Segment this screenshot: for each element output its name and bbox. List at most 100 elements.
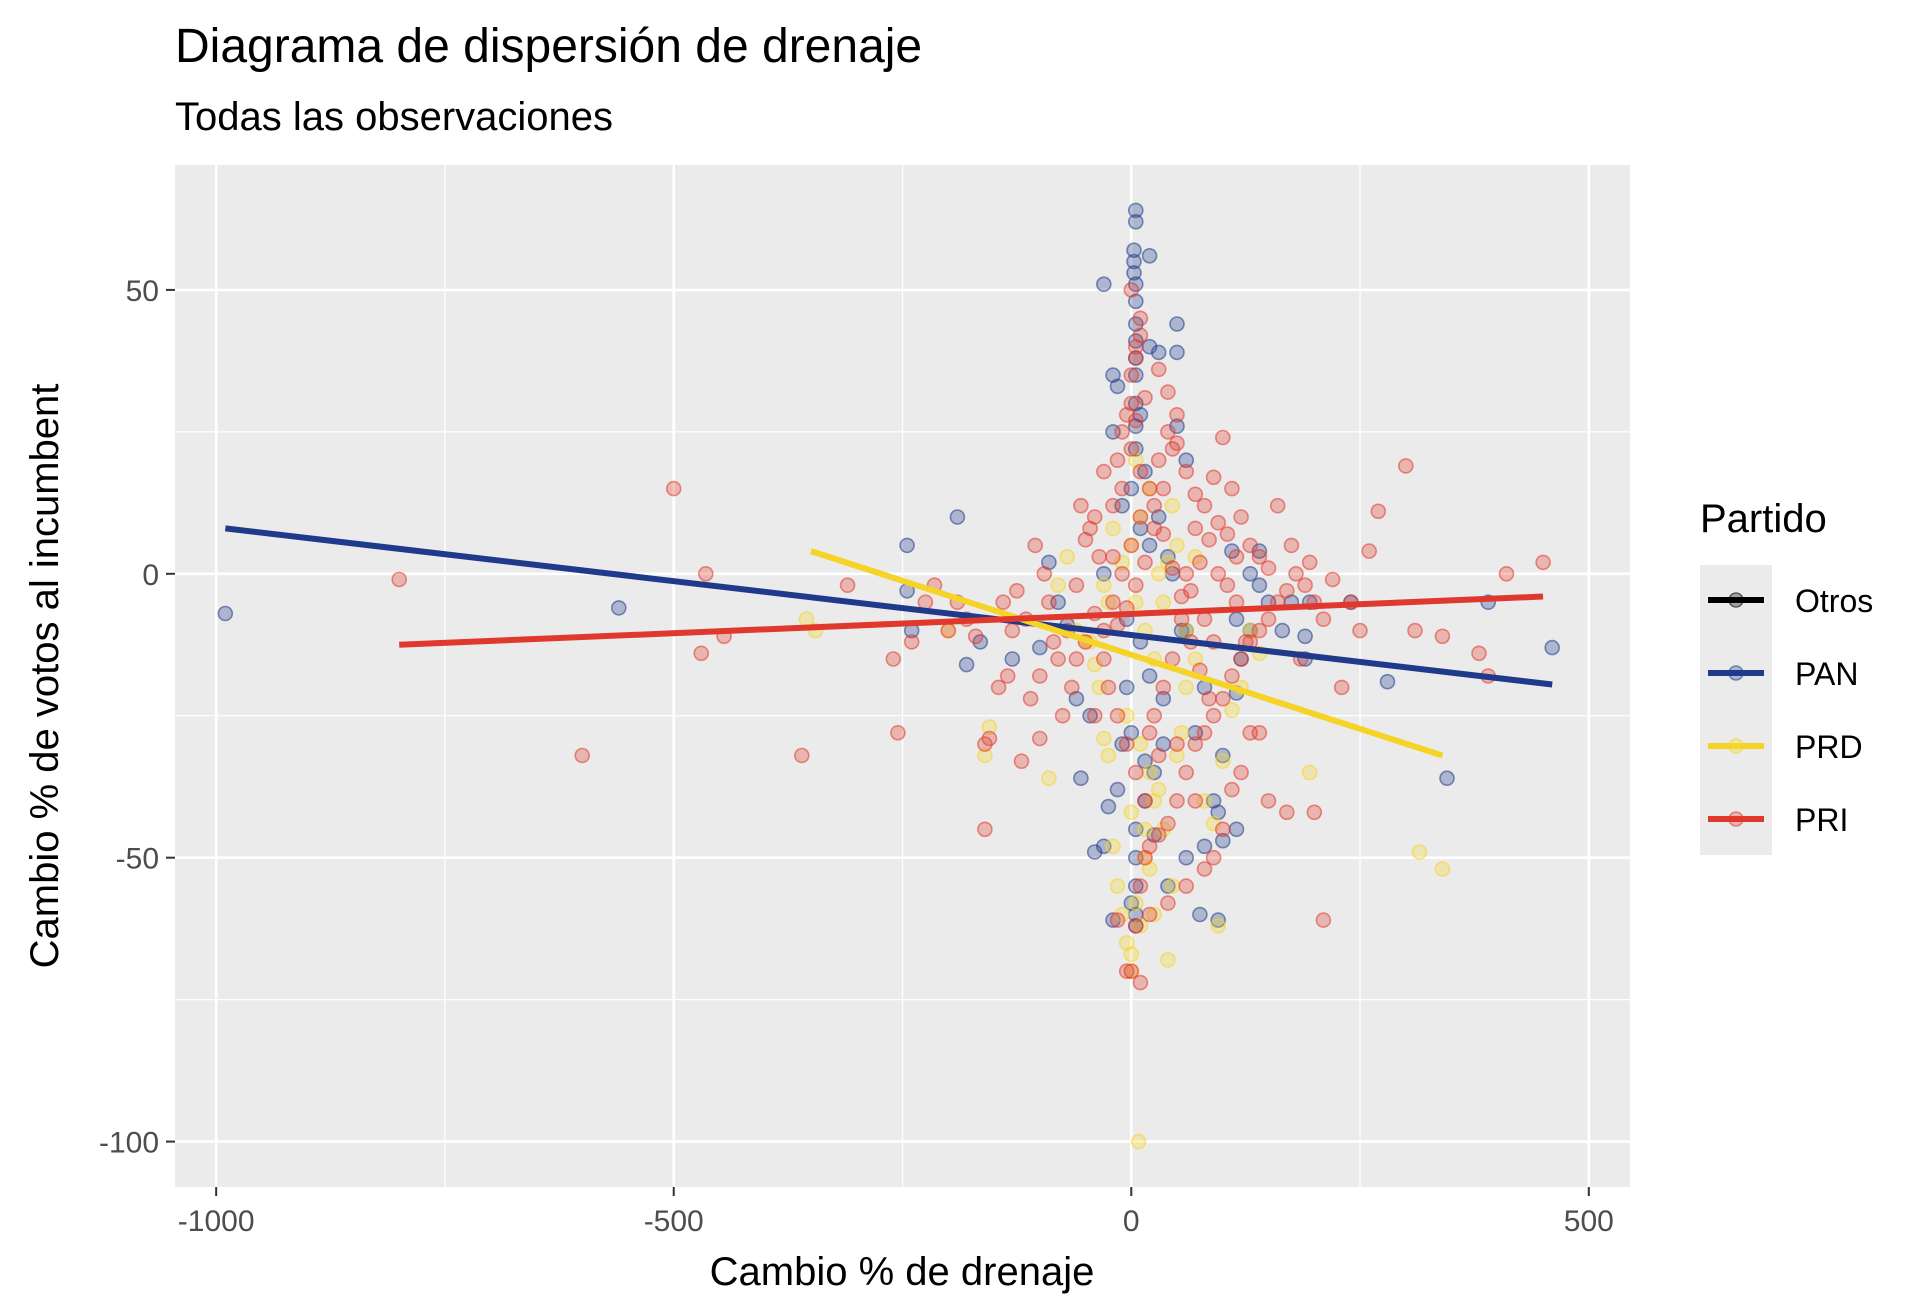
data-point-pan <box>1118 679 1135 696</box>
legend-label-otros: Otros <box>1795 583 1873 619</box>
data-point-pan <box>1215 747 1231 764</box>
data-point-pri <box>1210 565 1226 582</box>
data-point-pri <box>1004 622 1021 639</box>
data-point-pri <box>1132 974 1149 991</box>
data-point-pri <box>1215 429 1231 446</box>
data-point-pri <box>1178 463 1194 480</box>
data-point-pri <box>940 622 957 639</box>
data-point-pri <box>1013 753 1030 770</box>
data-point-pri <box>1260 560 1277 576</box>
data-point-pri <box>1196 497 1213 514</box>
data-point-pri <box>1301 554 1318 571</box>
data-point-pri <box>1164 441 1181 457</box>
data-point-pri <box>1137 793 1153 809</box>
data-point-pri <box>1073 497 1089 514</box>
data-point-pri <box>1118 963 1135 980</box>
data-point-prd <box>1050 577 1066 594</box>
data-point-pri <box>1141 724 1158 741</box>
data-point-pri <box>1279 804 1295 821</box>
data-point-prd <box>1146 906 1162 923</box>
data-point-prd <box>1155 594 1172 611</box>
data-point-pri <box>1173 588 1190 605</box>
data-point-pri <box>1082 520 1098 537</box>
data-point-pri <box>1224 480 1240 497</box>
data-point-pri <box>1128 350 1144 366</box>
data-point-pri <box>1141 838 1158 855</box>
data-point-pan <box>1126 265 1142 281</box>
data-point-pan <box>1137 463 1153 480</box>
data-point-prd <box>1178 679 1194 696</box>
data-point-prd <box>1434 861 1451 877</box>
data-point-pri <box>1132 463 1149 480</box>
data-point-pan <box>1178 849 1194 866</box>
data-point-pri <box>1196 611 1213 628</box>
data-point-pri <box>1132 310 1149 327</box>
data-point-pri <box>1233 764 1249 781</box>
data-point-prd <box>1210 917 1226 934</box>
data-point-pri <box>1187 736 1204 752</box>
data-point-pri <box>1242 724 1258 741</box>
data-point-pri <box>1352 622 1368 639</box>
data-point-pan <box>1196 838 1213 855</box>
data-point-pan <box>1109 781 1126 798</box>
data-point-prd <box>1123 946 1140 963</box>
data-point-pri <box>1123 282 1140 298</box>
data-point-pri <box>1269 497 1286 514</box>
data-point-pri <box>1169 406 1185 423</box>
data-point-pan <box>1228 821 1245 838</box>
data-point-pri <box>1132 327 1149 344</box>
data-point-pri <box>1141 480 1158 497</box>
data-point-pan <box>1096 565 1112 582</box>
data-point-pan <box>1155 690 1172 707</box>
data-point-pri <box>1109 452 1126 469</box>
data-point-pan <box>1073 770 1089 787</box>
data-point-prd <box>1096 730 1112 747</box>
data-point-pri <box>1210 514 1226 531</box>
data-point-prd <box>1164 878 1181 894</box>
y-axis-ticks: -100 -50 0 50 <box>99 275 175 1160</box>
data-point-pri <box>1036 565 1053 582</box>
data-point-prd <box>1059 548 1075 565</box>
data-point-pri <box>1045 634 1062 650</box>
data-point-pan <box>1126 253 1142 270</box>
data-point-pri <box>1114 565 1130 582</box>
data-point-pri <box>1123 441 1140 457</box>
data-point-pri <box>1114 480 1130 497</box>
data-point-pri <box>1009 582 1025 599</box>
data-point-pri <box>1150 452 1167 469</box>
data-point-prd <box>1169 537 1185 554</box>
data-point-pan <box>1032 639 1048 656</box>
data-point-pri <box>1233 509 1249 525</box>
data-point-pri <box>697 565 714 582</box>
legend-items: Otros PAN PRD PRI <box>1708 583 1873 838</box>
data-point-pan <box>1123 895 1140 911</box>
data-point-pri <box>1160 895 1176 911</box>
legend-point-pan <box>1728 665 1744 681</box>
data-point-pri <box>1132 509 1149 525</box>
data-point-pan <box>1169 418 1185 435</box>
data-point-prd <box>1096 577 1112 594</box>
data-point-pri <box>1224 668 1240 684</box>
data-point-pri <box>1398 458 1414 474</box>
data-point-pan <box>1128 878 1144 894</box>
data-point-pri <box>1128 764 1144 781</box>
data-point-pri <box>1187 520 1204 537</box>
legend-point-otros <box>1728 592 1744 608</box>
data-point-pan <box>1126 242 1142 258</box>
data-point-pri <box>1128 577 1144 594</box>
data-point-pri <box>1150 747 1167 764</box>
data-point-pri <box>885 651 902 667</box>
y-tick-label: -50 <box>116 843 159 876</box>
data-point-pri <box>1150 827 1167 843</box>
data-point-prd <box>1128 594 1144 611</box>
data-point-pri <box>1178 764 1194 781</box>
data-point-pan <box>1105 912 1121 928</box>
data-point-pan <box>1297 628 1313 645</box>
data-point-pan <box>1169 344 1185 361</box>
data-point-pan <box>1242 565 1258 582</box>
data-point-pri <box>917 594 934 611</box>
data-point-pan <box>1215 832 1231 849</box>
data-point-pri <box>1105 594 1121 611</box>
data-point-pan <box>1082 707 1098 724</box>
